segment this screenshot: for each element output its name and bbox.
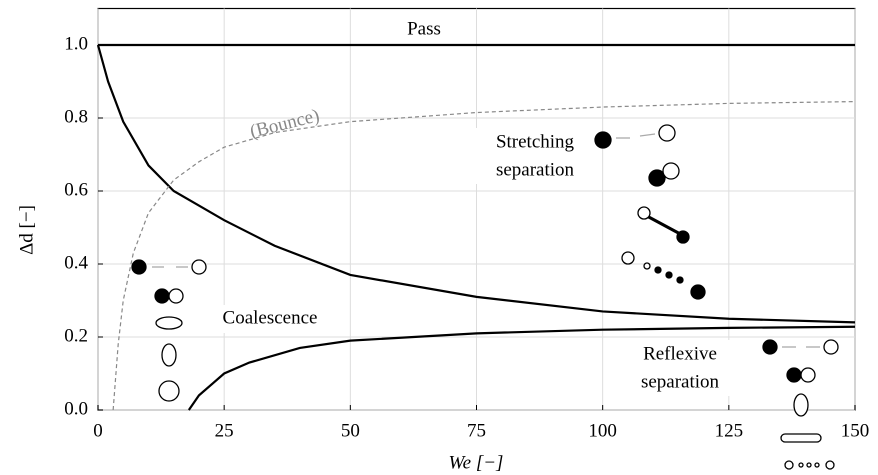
- x-tick-label: 25: [215, 420, 234, 441]
- droplet-icons: [131, 124, 839, 470]
- x-tick-label: 100: [588, 420, 617, 441]
- x-tick-label: 150: [841, 420, 870, 441]
- label-bg: [470, 128, 600, 184]
- y-tick-label: 0.2: [64, 325, 88, 346]
- x-tick-label: 50: [341, 420, 360, 441]
- y-tick-label: 1.0: [64, 33, 88, 54]
- curve: [112, 100, 856, 411]
- label-bg: [615, 340, 745, 396]
- y-tick-label: 0.8: [64, 106, 88, 127]
- annotation: separation: [641, 371, 720, 392]
- annotation: Reflexive: [643, 343, 717, 364]
- y-tick-label: 0.0: [64, 398, 88, 419]
- annotation: (Bounce): [248, 105, 322, 142]
- x-tick-label: 75: [467, 420, 486, 441]
- plot-layer: 0 25 50 75 100 125 150 0.0 0.2 0.4 0.6 0.8 1.0: [64, 8, 870, 441]
- annotation: Pass: [407, 18, 441, 39]
- y-tick-label: 0.4: [64, 252, 88, 273]
- y-axis-label: Δd [−]: [16, 205, 37, 255]
- curve: [96, 44, 856, 324]
- annotation: Stretching: [496, 131, 575, 152]
- y-tick-label: 0.6: [64, 179, 88, 200]
- label-bg: [205, 305, 335, 333]
- x-tick-label: 125: [715, 420, 744, 441]
- annotation: separation: [496, 159, 575, 180]
- x-tick-label: 0: [93, 420, 103, 441]
- annotation: Coalescence: [223, 307, 318, 328]
- curve: [187, 325, 856, 411]
- label-bg: [390, 16, 460, 42]
- x-axis-label: We [−]: [449, 452, 504, 473]
